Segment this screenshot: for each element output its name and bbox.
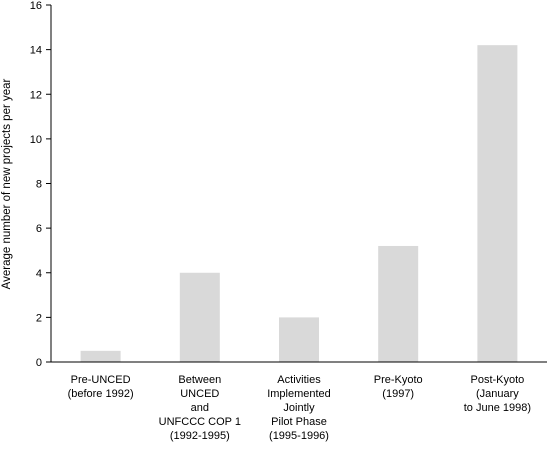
- bar: [279, 317, 319, 362]
- x-category-label-line: Pilot Phase: [271, 416, 327, 428]
- x-category-label-line: Post-Kyoto: [470, 374, 524, 386]
- x-category-label-line: and: [191, 402, 209, 414]
- x-category-label-line: (1997): [382, 388, 414, 400]
- y-tick-label: 8: [36, 179, 42, 191]
- x-category-label-line: to June 1998): [464, 402, 531, 414]
- x-category-label-line: (1992-1995): [170, 430, 230, 442]
- y-tick-label: 10: [30, 134, 42, 146]
- x-category-label: Between UNCED and UNFCCC COP 1 (1992-1995): [159, 374, 241, 442]
- bars: [80, 45, 518, 362]
- bar: [80, 350, 121, 362]
- y-tick-label: 6: [36, 223, 42, 235]
- x-category-label: Pre-Kyoto (1997): [374, 374, 423, 400]
- y-axis-title: Average number of new projects per year: [1, 78, 13, 289]
- x-category-label-line: Between: [178, 374, 221, 386]
- x-category-label-line: Activities: [277, 374, 321, 386]
- y-tick-label: 0: [36, 357, 42, 369]
- x-category-label-line: Pre-Kyoto: [374, 374, 423, 386]
- y-tick-label: 14: [30, 45, 42, 57]
- axes: [50, 5, 547, 363]
- y-tick-label: 2: [36, 312, 42, 324]
- y-tick-label: 12: [30, 89, 42, 101]
- x-category-label-line: Jointly: [283, 402, 315, 414]
- x-category-labels: Pre-UNCED (before 1992) Between UNCED and UNF…: [68, 374, 531, 442]
- y-ticks: 0 2 4 6 8 10 12 14 16: [30, 0, 51, 369]
- x-category-label-line: UNFCCC COP 1: [159, 416, 241, 428]
- x-category-label-line: UNCED: [180, 388, 219, 400]
- y-tick-label: 4: [36, 268, 42, 280]
- bar: [179, 272, 220, 362]
- x-category-label-line: Pre-UNCED: [71, 374, 131, 386]
- x-category-label: Activities Implemented Jointly Pilot Phase (…: [267, 374, 331, 442]
- x-category-label-line: Implemented: [267, 388, 331, 400]
- x-category-label-line: (January: [476, 388, 519, 400]
- x-category-label: Post-Kyoto (January to June 1998): [464, 374, 531, 414]
- bar: [378, 245, 419, 362]
- x-category-label-line: (1995-1996): [269, 430, 329, 442]
- y-tick-label: 16: [30, 0, 42, 12]
- bar: [477, 45, 518, 362]
- x-category-label: Pre-UNCED (before 1992): [68, 374, 134, 400]
- x-category-label-line: (before 1992): [68, 388, 134, 400]
